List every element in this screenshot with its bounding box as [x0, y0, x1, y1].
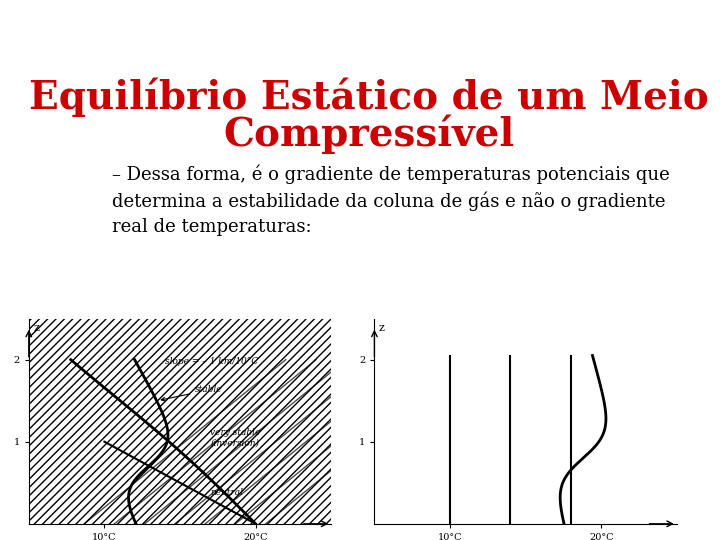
- Text: Compressível: Compressível: [223, 114, 515, 154]
- Text: z: z: [379, 323, 384, 333]
- Text: – Dessa forma, é o gradiente de temperaturas potenciais que
determina a estabili: – Dessa forma, é o gradiente de temperat…: [112, 165, 670, 237]
- Text: neutral: neutral: [210, 488, 243, 497]
- Text: stable: stable: [161, 386, 222, 401]
- Text: Equilíbrio Estático de um Meio: Equilíbrio Estático de um Meio: [29, 77, 709, 117]
- Text: z: z: [33, 323, 39, 333]
- Text: 67: 67: [613, 462, 631, 476]
- Text: very stable
(inversion): very stable (inversion): [210, 428, 261, 448]
- Text: slope = – 1 km/10°C: slope = – 1 km/10°C: [165, 357, 258, 366]
